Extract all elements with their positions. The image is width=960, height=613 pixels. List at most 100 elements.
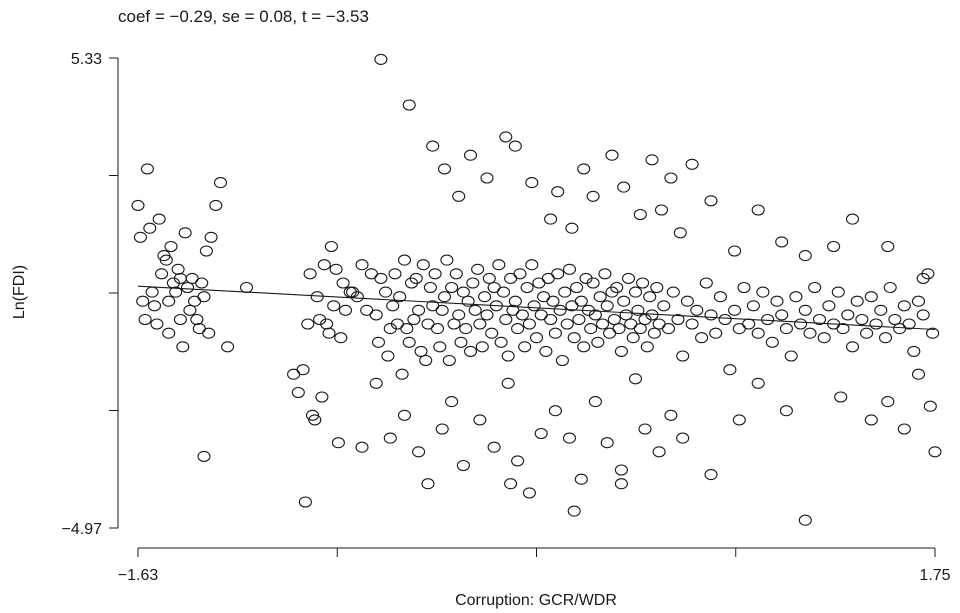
- data-point: [532, 277, 546, 289]
- data-point: [428, 268, 442, 280]
- data-point: [414, 345, 428, 357]
- data-point: [188, 295, 202, 307]
- data-point: [437, 291, 452, 303]
- data-point: [878, 332, 893, 344]
- data-point: [718, 313, 732, 326]
- data-point: [437, 163, 452, 175]
- data-point: [449, 268, 463, 280]
- data-point: [190, 313, 204, 326]
- data-point: [628, 373, 643, 385]
- data-point: [685, 158, 699, 170]
- data-point: [794, 318, 808, 330]
- data-point: [617, 295, 631, 307]
- data-point: [614, 345, 628, 357]
- data-point: [397, 254, 412, 266]
- data-point: [567, 332, 581, 344]
- data-point: [529, 332, 544, 344]
- x-axis-label: Corruption: GCR/WDR: [455, 592, 617, 609]
- data-point: [419, 354, 433, 367]
- data-point: [440, 254, 454, 266]
- data-point: [456, 459, 470, 472]
- data-point: [239, 281, 254, 294]
- data-point: [713, 291, 727, 303]
- data-point: [504, 272, 518, 284]
- data-point: [751, 377, 765, 389]
- data-point: [487, 281, 501, 294]
- data-point: [628, 286, 643, 298]
- data-point: [131, 199, 145, 211]
- data-point: [355, 259, 369, 271]
- data-point: [593, 291, 607, 303]
- data-point: [746, 300, 760, 312]
- data-points: [131, 53, 942, 526]
- y-axis-ticks: [109, 57, 118, 529]
- data-point: [621, 272, 636, 284]
- data-point: [525, 259, 539, 271]
- data-point: [633, 323, 647, 335]
- data-point: [551, 186, 565, 198]
- data-point: [369, 309, 383, 321]
- data-point: [633, 208, 647, 221]
- data-point: [598, 268, 612, 280]
- data-point: [539, 345, 553, 357]
- data-point: [617, 181, 631, 193]
- data-point: [845, 213, 860, 225]
- data-point: [612, 323, 626, 335]
- data-point: [183, 304, 197, 316]
- data-point: [673, 227, 687, 239]
- data-point: [461, 295, 475, 307]
- data-point: [133, 231, 147, 243]
- data-point: [315, 391, 329, 403]
- data-point: [883, 281, 897, 294]
- y-axis-label: Ln(FDI): [11, 265, 28, 319]
- data-point: [291, 386, 305, 399]
- data-point: [834, 391, 848, 403]
- data-point: [784, 350, 798, 362]
- data-point: [487, 441, 501, 453]
- data-point: [430, 323, 445, 335]
- data-point: [911, 368, 926, 380]
- data-point: [737, 281, 751, 294]
- data-point: [881, 396, 895, 408]
- data-point: [452, 190, 466, 202]
- data-point: [636, 277, 650, 289]
- data-point: [643, 291, 657, 303]
- data-point: [409, 272, 423, 284]
- data-point: [204, 231, 218, 243]
- data-point: [695, 332, 709, 344]
- data-point: [374, 53, 388, 65]
- data-point: [902, 318, 916, 330]
- data-point: [518, 341, 532, 353]
- data-point: [864, 414, 878, 426]
- data-point: [926, 327, 940, 339]
- data-point: [383, 432, 397, 444]
- data-point: [395, 368, 409, 380]
- data-point: [473, 414, 487, 426]
- data-point: [600, 300, 614, 312]
- data-point: [565, 222, 579, 234]
- data-point: [869, 318, 883, 330]
- data-point: [607, 313, 621, 326]
- data-point: [654, 204, 669, 216]
- data-point: [631, 304, 645, 316]
- data-point: [501, 350, 515, 362]
- data-point: [647, 327, 661, 339]
- data-point: [860, 327, 874, 339]
- data-point: [143, 222, 157, 234]
- data-point: [308, 414, 322, 426]
- data-point: [494, 336, 508, 348]
- data-point: [305, 409, 320, 421]
- data-point: [544, 213, 558, 225]
- data-point: [322, 327, 336, 339]
- data-point: [881, 240, 895, 253]
- fit-line: [137, 285, 936, 331]
- data-point: [374, 272, 388, 284]
- data-point: [478, 291, 492, 303]
- data-point: [400, 323, 414, 335]
- data-point: [588, 396, 602, 408]
- data-point: [482, 272, 496, 284]
- data-point: [397, 409, 412, 421]
- data-point: [138, 313, 152, 326]
- data-point: [473, 318, 487, 330]
